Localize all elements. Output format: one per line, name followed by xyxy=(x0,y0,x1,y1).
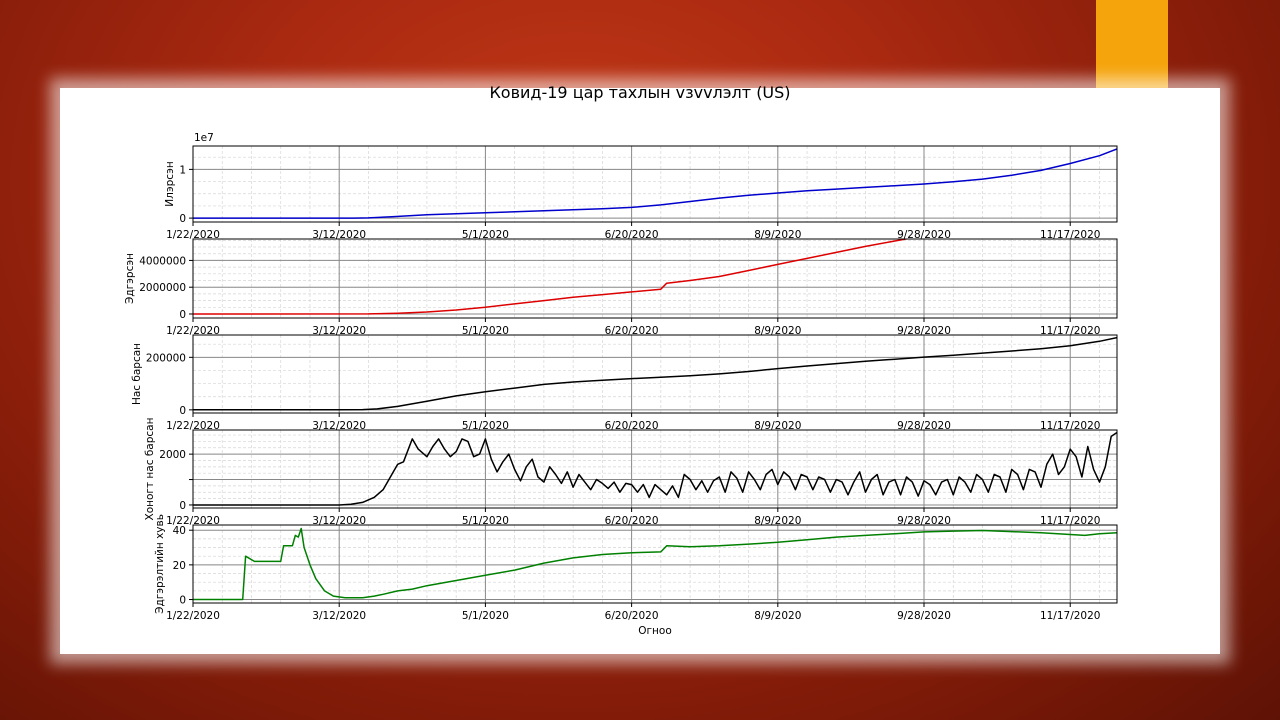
series-line-daily_deaths xyxy=(193,431,1117,506)
x-tick-label: 11/17/2020 xyxy=(1040,420,1101,432)
y-tick-label: 0 xyxy=(179,405,186,417)
y-tick-label: 1 xyxy=(179,164,186,176)
chart-panels: 0 1 1/22/2020 3/12/2020 5/1/2020 6/20/2020 8/9… xyxy=(124,132,1118,622)
axes-frame xyxy=(192,524,1118,604)
y-tick-label: 0 xyxy=(179,500,186,512)
x-tick-label: 9/28/2020 xyxy=(897,420,951,432)
x-tick-label: 1/22/2020 xyxy=(166,420,220,432)
x-tick-label: 1/22/2020 xyxy=(166,515,220,527)
x-tick-label: 11/17/2020 xyxy=(1040,515,1101,527)
y-tick-label: 0 xyxy=(179,309,186,321)
y-tick-label: 200000 xyxy=(146,352,186,364)
x-tick-label: 9/28/2020 xyxy=(897,515,951,527)
y-tick-label: 2000000 xyxy=(139,282,186,294)
axes-frame xyxy=(192,429,1118,509)
x-tick-label: 11/17/2020 xyxy=(1040,610,1101,622)
x-axis-label: Огноо xyxy=(638,625,672,637)
x-tick-label: 6/20/2020 xyxy=(605,229,659,241)
y-tick-label: 0 xyxy=(179,213,186,225)
x-tick-label: 3/12/2020 xyxy=(312,229,366,241)
x-tick-label: 6/20/2020 xyxy=(605,610,659,622)
series-line-recovered xyxy=(193,239,911,315)
x-tick-label: 3/12/2020 xyxy=(312,420,366,432)
y-tick-label: 0 xyxy=(179,595,186,607)
y-axis-label: Эдгэрсэн xyxy=(124,253,136,304)
panel-deaths: 0 200000 1/22/2020 3/12/2020 5/1/2020 6/20/20… xyxy=(131,334,1118,432)
y-tick-label: 2000 xyxy=(159,449,186,461)
x-tick-label: 5/1/2020 xyxy=(462,515,509,527)
series-line-recovery_rate xyxy=(193,527,1117,601)
x-tick-label: 11/17/2020 xyxy=(1040,325,1101,337)
y-axis-label: Нас барсан xyxy=(131,343,143,405)
x-tick-label: 8/9/2020 xyxy=(754,229,801,241)
panel-confirmed: 0 1 1/22/2020 3/12/2020 5/1/2020 6/20/2020 8/9… xyxy=(164,132,1118,241)
panel-recovered: 0 2000000 4000000 1/22/2020 3/12/2020 5/1/202… xyxy=(124,238,1118,337)
x-tick-label: 9/28/2020 xyxy=(897,229,951,241)
x-tick-label: 5/1/2020 xyxy=(462,420,509,432)
series-line-confirmed xyxy=(193,148,1117,219)
x-tick-label: 5/1/2020 xyxy=(462,325,509,337)
chart-title: Ковид-19 цар тахлын vзvvлэлт (US) xyxy=(489,83,790,102)
series-line-deaths xyxy=(193,336,1117,411)
axes-frame xyxy=(192,145,1118,223)
x-tick-label: 5/1/2020 xyxy=(462,610,509,622)
y-tick-label: 20 xyxy=(173,560,186,572)
x-tick-label: 6/20/2020 xyxy=(605,420,659,432)
y-axis-label: Хоногт нас барсан xyxy=(144,418,156,521)
x-tick-label: 6/20/2020 xyxy=(605,515,659,527)
y-offset-text: 1e7 xyxy=(194,132,214,144)
x-tick-label: 8/9/2020 xyxy=(754,420,801,432)
x-tick-label: 8/9/2020 xyxy=(754,610,801,622)
axes-frame xyxy=(192,238,1118,319)
x-tick-label: 8/9/2020 xyxy=(754,515,801,527)
y-tick-label: 4000000 xyxy=(139,255,186,267)
x-tick-label: 3/12/2020 xyxy=(312,515,366,527)
x-tick-label: 1/22/2020 xyxy=(166,325,220,337)
x-tick-label: 5/1/2020 xyxy=(462,229,509,241)
y-axis-label: Эдгэрэлтийн хувь xyxy=(154,514,166,614)
chart-panel xyxy=(60,88,1220,654)
x-tick-label: 9/28/2020 xyxy=(897,610,951,622)
accent-block xyxy=(1096,0,1168,100)
axes-frame xyxy=(192,334,1118,414)
x-tick-label: 3/12/2020 xyxy=(312,325,366,337)
x-tick-label: 6/20/2020 xyxy=(605,325,659,337)
x-tick-label: 1/22/2020 xyxy=(166,610,220,622)
x-tick-label: 1/22/2020 xyxy=(166,229,220,241)
y-tick-label: 40 xyxy=(173,525,186,537)
x-tick-label: 3/12/2020 xyxy=(312,610,366,622)
y-axis-label: Илэрсэн xyxy=(164,161,176,206)
x-tick-label: 8/9/2020 xyxy=(754,325,801,337)
x-tick-label: 9/28/2020 xyxy=(897,325,951,337)
x-tick-label: 11/17/2020 xyxy=(1040,229,1101,241)
panel-daily_deaths: 0 2000 1/22/2020 3/12/2020 5/1/2020 6/20/2020… xyxy=(144,418,1118,527)
